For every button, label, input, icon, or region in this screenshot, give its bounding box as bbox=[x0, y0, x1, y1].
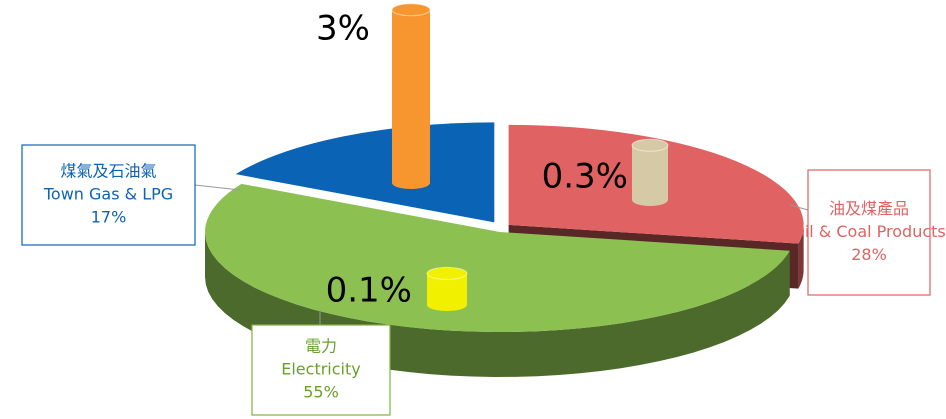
label-text: Electricity bbox=[281, 360, 360, 379]
label-text: 油及煤產品 bbox=[829, 199, 909, 218]
label-text: 28% bbox=[851, 245, 887, 264]
label-text: 55% bbox=[303, 383, 339, 402]
cylinder bbox=[391, 3, 431, 189]
leader-line bbox=[789, 204, 809, 211]
label-box bbox=[21, 144, 196, 246]
cylinder bbox=[631, 138, 669, 206]
cylinder-label: 3% bbox=[316, 9, 370, 49]
label-text: 17% bbox=[91, 208, 127, 227]
cylinder bbox=[426, 266, 468, 311]
label-text: Town Gas & LPG bbox=[43, 185, 173, 204]
label-text: 電力 bbox=[305, 337, 337, 356]
leader-line bbox=[194, 184, 241, 191]
label-text: 煤氣及石油氣 bbox=[60, 162, 156, 181]
label-box bbox=[807, 169, 931, 296]
label-text: Oil & Coal Products bbox=[792, 222, 946, 241]
cylinder-label: 0.3% bbox=[542, 157, 628, 197]
cylinder-label: 0.1% bbox=[326, 271, 412, 311]
label-box bbox=[251, 324, 391, 416]
